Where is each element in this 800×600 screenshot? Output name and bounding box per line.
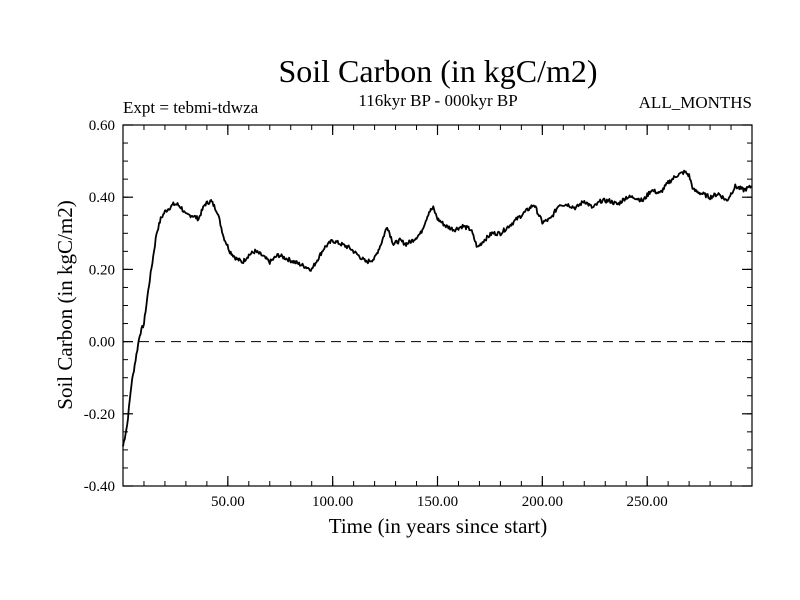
- x-tick-label: 250.00: [627, 494, 668, 510]
- right-annotation: ALL_MONTHS: [639, 93, 752, 112]
- major-ticks: [123, 124, 752, 487]
- y-tick-label: 0.20: [89, 262, 115, 278]
- x-tick-label: 150.00: [417, 494, 458, 510]
- y-tick-label: 0.60: [89, 118, 115, 134]
- x-tick-label: 50.00: [211, 494, 245, 510]
- chart-title: Soil Carbon (in kgC/m2): [278, 53, 597, 89]
- y-tick-labels: -0.40 -0.20 0.00 0.20 0.40 0.60: [84, 118, 115, 495]
- chart-subtitle: 116kyr BP - 000kyr BP: [358, 91, 517, 110]
- series-group: [122, 169, 753, 447]
- left-annotation: Expt = tebmi-tdwza: [123, 98, 259, 117]
- y-axis-label: Soil Carbon (in kgC/m2): [53, 200, 77, 409]
- y-tick-label: 0.40: [89, 190, 115, 206]
- y-tick-label: -0.20: [84, 407, 115, 423]
- y-tick-label: -0.40: [84, 479, 115, 495]
- x-tick-labels: 50.00 100.00 150.00 200.00 250.00: [211, 494, 668, 510]
- series-line: [122, 169, 753, 447]
- x-axis-label: Time (in years since start): [329, 514, 548, 538]
- x-tick-label: 200.00: [522, 494, 563, 510]
- y-tick-label: 0.00: [89, 335, 115, 351]
- x-tick-label: 100.00: [312, 494, 353, 510]
- plot-frame: [122, 124, 753, 487]
- minor-ticks: [122, 124, 753, 487]
